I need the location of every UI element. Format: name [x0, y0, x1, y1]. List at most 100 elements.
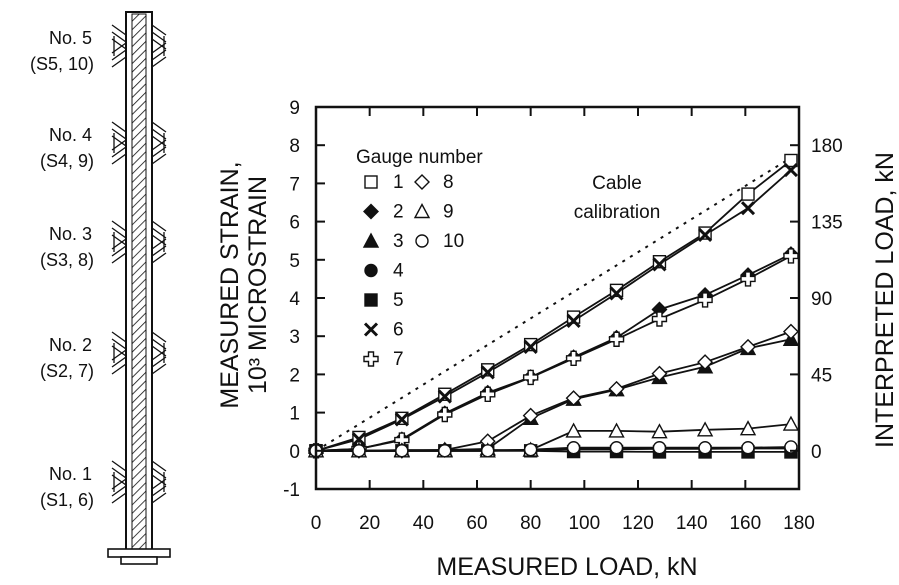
data-point-gauge-10: [481, 444, 495, 458]
data-point-gauge-8: [651, 365, 668, 382]
gauge-label-5-number: No. 5: [49, 28, 92, 48]
y-axis-label-line2: 10³ MICROSTRAIN: [244, 176, 272, 394]
data-point-gauge-9: [739, 420, 757, 436]
data-point-gauge-8: [782, 323, 799, 340]
bar-core: [131, 13, 147, 551]
legend-label-gauge-7: 7: [393, 349, 404, 370]
data-point-gauge-10: [741, 441, 755, 455]
legend-label-gauge-8: 8: [443, 172, 454, 193]
series-line-gauge-1: [315, 159, 792, 452]
data-point-gauge-6: [783, 162, 799, 178]
data-point-gauge-10: [566, 441, 581, 455]
data-point-gauge-7: [522, 369, 539, 386]
annotation-cable: Cable: [592, 173, 642, 194]
legend-label-gauge-1: 1: [393, 172, 404, 193]
gauge-label-5-ids: (S5, 10): [30, 54, 94, 74]
x-tick-label: 140: [676, 513, 708, 534]
data-point-gauge-7: [697, 292, 713, 308]
data-point-gauge-6: [480, 365, 495, 380]
data-point-gauge-1: [784, 153, 798, 168]
data-point-gauge-7: [437, 406, 453, 423]
data-point-gauge-6: [394, 412, 409, 427]
legend-label-gauge-10: 10: [443, 231, 464, 252]
y2-tick-label: 0: [811, 442, 822, 463]
legend-label-gauge-3: 3: [393, 231, 404, 252]
legend-label-gauge-9: 9: [443, 202, 454, 223]
data-point-gauge-9: [782, 415, 800, 431]
bearing-plate: [107, 548, 171, 558]
data-point-gauge-9: [651, 423, 668, 439]
series-line-gauge-6: [315, 169, 792, 452]
data-point-gauge-1: [566, 310, 581, 324]
y2-tick-label: 45: [811, 365, 832, 386]
data-point-gauge-10: [652, 441, 667, 455]
x-tick-label: 60: [466, 513, 487, 534]
data-point-gauge-1: [652, 255, 667, 269]
strain-gauge-2: [111, 331, 167, 375]
legend-marker-gauge-7: [363, 351, 379, 367]
y-tick-label: 8: [289, 136, 300, 157]
x-tick-label: 180: [783, 513, 815, 534]
data-point-gauge-6: [523, 339, 538, 354]
gauge-label-1-number: No. 1: [49, 464, 92, 484]
x-tick-label: 100: [568, 513, 600, 534]
y-tick-label: 9: [289, 98, 300, 119]
legend-label-gauge-5: 5: [393, 290, 404, 311]
series-line-gauge-8: [316, 330, 792, 452]
y-tick-label: 7: [289, 174, 300, 195]
data-point-gauge-8: [697, 354, 714, 371]
gauge-label-2-number: No. 2: [49, 335, 92, 355]
gauge-label-3-ids: (S3, 8): [40, 250, 94, 270]
x-tick-label: 0: [311, 513, 322, 534]
legend-marker-gauge-4: [364, 263, 378, 278]
y-tick-label: 4: [289, 289, 300, 310]
data-point-gauge-10: [352, 444, 366, 458]
data-point-gauge-1: [481, 363, 495, 377]
series-line-gauge-9: [316, 423, 792, 452]
data-point-gauge-9: [608, 422, 625, 438]
legend-label-gauge-6: 6: [393, 320, 404, 341]
x-tick-label: 40: [413, 513, 434, 534]
y2-tick-label: 90: [811, 289, 832, 310]
strain-gauge-5: [111, 24, 167, 68]
y2-tick-label: 135: [811, 213, 843, 234]
gauge-label-3-number: No. 3: [49, 224, 92, 244]
data-point-gauge-10: [609, 441, 624, 455]
data-point-gauge-7: [608, 331, 625, 347]
gauge-label-4-ids: (S4, 9): [40, 151, 94, 171]
data-point-gauge-7: [651, 311, 668, 327]
legend-marker-gauge-1: [364, 175, 378, 189]
legend-label-gauge-2: 2: [393, 202, 404, 223]
data-point-gauge-6: [652, 257, 667, 272]
data-point-gauge-8: [522, 407, 539, 424]
data-point-gauge-8: [608, 380, 625, 397]
series-line-gauge-2: [315, 253, 792, 452]
legend-marker-gauge-8: [414, 174, 430, 190]
gauge-label-1-ids: (S1, 6): [40, 490, 94, 510]
data-point-gauge-7: [740, 271, 756, 287]
instrumented-bar-diagram: No. 5 (S5, 10) No. 4 (S4, 9) No. 3 (S3, 8) No.…: [30, 11, 171, 565]
data-point-gauge-10: [698, 441, 712, 455]
gauge-label-2-ids: (S2, 7): [40, 361, 94, 381]
data-point-gauge-6: [437, 389, 452, 404]
data-point-gauge-10: [523, 442, 538, 457]
data-point-gauge-6: [566, 313, 581, 328]
legend: 1 2 3 4 5 6 7 8 9 10: [362, 172, 464, 370]
y-tick-label: 5: [289, 251, 300, 272]
legend-marker-gauge-9: [413, 203, 431, 219]
data-point-gauge-1: [741, 187, 755, 201]
gauge-label-4-number: No. 4: [49, 125, 92, 145]
strain-gauge-4: [111, 121, 167, 165]
data-point-gauge-1: [438, 387, 452, 401]
legend-marker-gauge-5: [364, 293, 378, 307]
y-tick-label: 0: [289, 442, 300, 463]
data-point-gauge-7: [783, 248, 799, 264]
data-point-gauge-6: [740, 201, 756, 216]
x-tick-label: 20: [359, 513, 380, 534]
y2-axis-label: INTERPRETED LOAD, kN: [871, 152, 899, 448]
data-point-gauge-9: [565, 422, 582, 438]
data-point-gauge-6: [609, 286, 624, 301]
y-axis-label-line1: MEASURED STRAIN,: [216, 161, 244, 408]
